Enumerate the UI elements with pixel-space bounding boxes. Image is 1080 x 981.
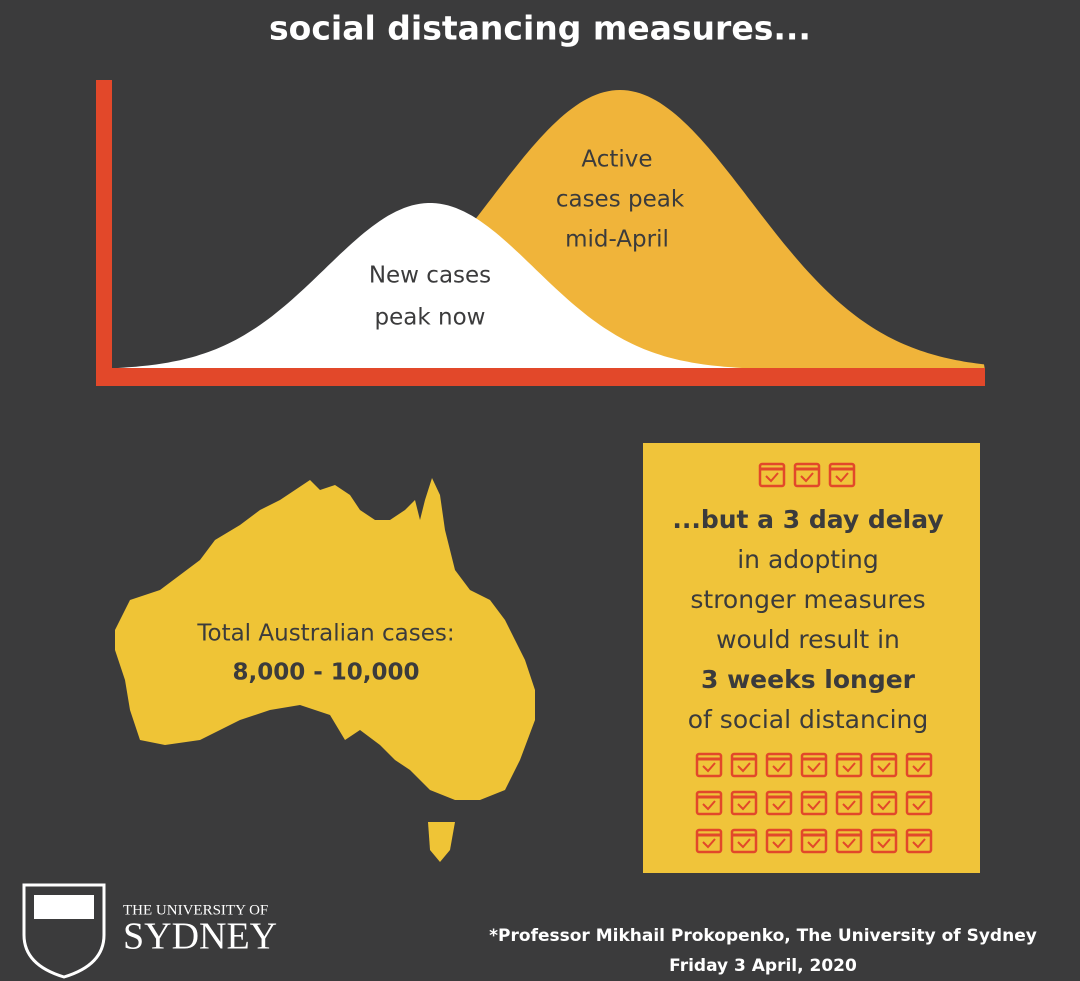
calendar-check	[877, 762, 891, 773]
callout-line: stronger measures	[690, 585, 925, 614]
calendar-check	[702, 838, 716, 849]
calendar	[905, 752, 933, 778]
calendar	[870, 752, 898, 778]
calendar-check	[702, 762, 716, 773]
logo-band	[34, 895, 94, 919]
calendar	[835, 790, 863, 816]
calendar	[765, 790, 793, 816]
calendar-check	[912, 838, 926, 849]
calendar-check	[835, 472, 849, 483]
calendar	[730, 752, 758, 778]
calendar	[730, 828, 758, 854]
calendar	[793, 462, 821, 488]
calendar	[800, 752, 828, 778]
calendar	[828, 462, 856, 488]
calendar	[730, 790, 758, 816]
calendar	[758, 462, 786, 488]
calendar-check	[877, 800, 891, 811]
calendar	[695, 828, 723, 854]
calendar-check	[842, 800, 856, 811]
callout-line: in adopting	[737, 545, 879, 574]
calendar-check	[807, 762, 821, 773]
curves	[112, 90, 985, 370]
tasmania	[428, 822, 455, 862]
logo-line2: SYDNEY	[123, 916, 277, 958]
calendar	[800, 828, 828, 854]
calendar	[870, 828, 898, 854]
logo-line1: THE UNIVERSITY OF	[123, 902, 268, 918]
australia-map	[115, 478, 535, 800]
calendar-icons	[695, 462, 933, 854]
calendar-check	[912, 762, 926, 773]
new-label: New cases	[369, 263, 491, 289]
calendar	[695, 790, 723, 816]
title: social distancing measures...	[269, 9, 811, 48]
callout-line: 3 weeks longer	[701, 665, 916, 694]
new-curve	[112, 203, 985, 370]
calendar	[765, 752, 793, 778]
calendar	[905, 828, 933, 854]
calendar	[835, 752, 863, 778]
calendar-check	[765, 472, 779, 483]
calendar	[765, 828, 793, 854]
active-label: Active	[581, 147, 652, 173]
calendar	[835, 828, 863, 854]
y-axis	[96, 80, 112, 386]
calendar	[870, 790, 898, 816]
calendar-check	[702, 800, 716, 811]
callout-line: would result in	[716, 625, 900, 654]
active-label: mid-April	[565, 227, 669, 253]
footer-date: Friday 3 April, 2020	[669, 956, 857, 976]
logo: THE UNIVERSITY OF SYDNEY	[22, 883, 277, 979]
footer-source: *Professor Mikhail Prokopenko, The Unive…	[489, 926, 1037, 946]
calendar-check	[807, 800, 821, 811]
calendar	[905, 790, 933, 816]
active-curve	[112, 90, 985, 370]
calendar-check	[772, 762, 786, 773]
new-label: peak now	[375, 305, 486, 331]
calendar-check	[772, 800, 786, 811]
logo-shield	[22, 883, 106, 979]
calendar-check	[800, 472, 814, 483]
callout-line: ...but a 3 day delay	[672, 505, 943, 534]
australia-value: 8,000 - 10,000	[232, 660, 419, 686]
callout-line: of social distancing	[688, 705, 928, 734]
calendar-check	[807, 838, 821, 849]
calendar-check	[737, 838, 751, 849]
calendar-check	[912, 800, 926, 811]
calendar-check	[842, 762, 856, 773]
calendar-check	[842, 838, 856, 849]
calendar-check	[737, 800, 751, 811]
calendar-check	[772, 838, 786, 849]
x-axis	[96, 368, 985, 386]
calendar-check	[877, 838, 891, 849]
active-label: cases peak	[556, 187, 685, 213]
calendar	[800, 790, 828, 816]
australia-label: Total Australian cases:	[196, 621, 454, 647]
calendar	[695, 752, 723, 778]
calendar-check	[737, 762, 751, 773]
